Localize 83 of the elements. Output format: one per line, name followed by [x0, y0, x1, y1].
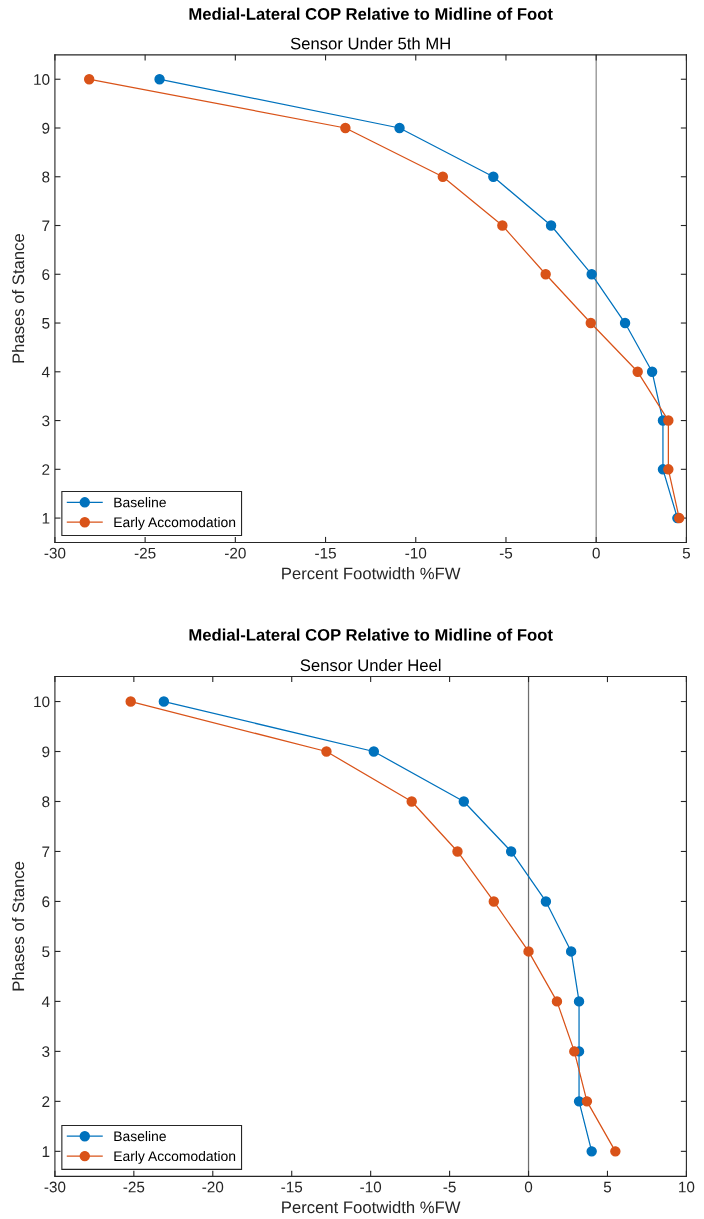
- chart-subtitle: Sensor Under Heel: [300, 658, 441, 672]
- legend-label: Early Accomodation: [114, 1150, 236, 1164]
- y-tick-label: 5: [42, 946, 50, 958]
- x-tick-label: -5: [499, 547, 513, 559]
- x-tick-label: -30: [44, 547, 66, 559]
- x-tick-label: 10: [679, 1181, 695, 1193]
- point: [585, 317, 596, 329]
- y-tick-label: 2: [42, 464, 50, 475]
- point: [545, 220, 557, 231]
- point: [551, 996, 563, 1007]
- legend-label: Baseline: [114, 497, 166, 508]
- y-tick-label: 6: [42, 896, 50, 908]
- point: [321, 746, 332, 757]
- point: [452, 846, 463, 857]
- x-tick-label: -5: [443, 1181, 456, 1193]
- point: [158, 696, 170, 707]
- point: [610, 1146, 621, 1157]
- point: [497, 220, 508, 231]
- x-tick-label: -25: [123, 1181, 145, 1193]
- point: [540, 896, 552, 907]
- x-tick-label: -10: [360, 1181, 382, 1193]
- point: [569, 1046, 580, 1057]
- y-tick-label: 6: [42, 269, 50, 280]
- x-tick-label: -20: [224, 547, 246, 559]
- y-tick-label: 4: [41, 366, 50, 378]
- x-axis-title: Percent Footwidth %FW: [282, 1200, 461, 1214]
- point: [586, 1146, 597, 1157]
- point: [505, 846, 517, 857]
- point: [368, 746, 380, 757]
- x-tick-label: -15: [281, 1181, 303, 1193]
- chart-title: Medial-Lateral COP Relative to Midline of Foot: [189, 7, 553, 20]
- y-tick-label: 1: [42, 1146, 50, 1157]
- legend-label: Baseline: [114, 1131, 166, 1142]
- y-tick-label: 1: [42, 513, 50, 524]
- chart-title: Medial-Lateral COP Relative to Midline of Foot: [189, 628, 553, 641]
- point: [488, 171, 499, 182]
- x-tick-label: 0: [592, 547, 600, 559]
- point: [663, 464, 674, 475]
- point: [619, 317, 631, 329]
- y-tick-label: 8: [42, 796, 50, 808]
- point: [394, 122, 405, 134]
- x-tick-label: 5: [603, 1181, 612, 1193]
- y-tick-label: 5: [42, 318, 50, 329]
- point: [437, 171, 449, 182]
- x-axis-title: Percent Footwidth %FW: [282, 567, 461, 580]
- x-tick-label: 0: [524, 1181, 533, 1193]
- point: [523, 946, 534, 957]
- point: [573, 996, 585, 1007]
- y-tick-label: 2: [42, 1096, 50, 1107]
- x-tick-label: 5: [682, 547, 691, 559]
- point: [586, 269, 597, 280]
- legend-label: Early Accomodation: [114, 517, 236, 530]
- point: [488, 896, 500, 907]
- y-tick-label: 7: [42, 220, 50, 232]
- point: [646, 366, 658, 378]
- y-tick-label: 10: [34, 74, 50, 85]
- x-tick-label: -20: [202, 1181, 224, 1193]
- point: [581, 1096, 593, 1107]
- point: [125, 696, 136, 707]
- y-tick-label: 3: [42, 415, 50, 427]
- point: [458, 796, 470, 807]
- x-tick-label: -15: [315, 547, 336, 559]
- x-tick-label: -10: [405, 547, 427, 559]
- y-tick-label: 8: [42, 171, 50, 183]
- y-tick-label: 7: [42, 846, 50, 858]
- y-tick-label: 3: [42, 1046, 50, 1058]
- y-tick-label: 9: [42, 122, 50, 134]
- y-axis-title: Phases of Stance: [11, 234, 25, 363]
- y-tick-label: 10: [34, 696, 50, 708]
- point: [565, 946, 577, 957]
- y-axis-title: Phases of Stance: [11, 861, 25, 991]
- point: [663, 415, 674, 426]
- chart-subtitle: Sensor Under 5th MH: [290, 37, 450, 50]
- point: [406, 796, 417, 807]
- y-tick-label: 4: [41, 996, 50, 1007]
- x-tick-label: -30: [44, 1181, 66, 1193]
- point: [540, 269, 551, 280]
- point: [83, 74, 95, 85]
- y-tick-label: 9: [42, 746, 50, 758]
- point: [340, 122, 351, 134]
- point: [154, 74, 165, 85]
- point: [632, 366, 643, 378]
- x-tick-label: -25: [134, 547, 156, 559]
